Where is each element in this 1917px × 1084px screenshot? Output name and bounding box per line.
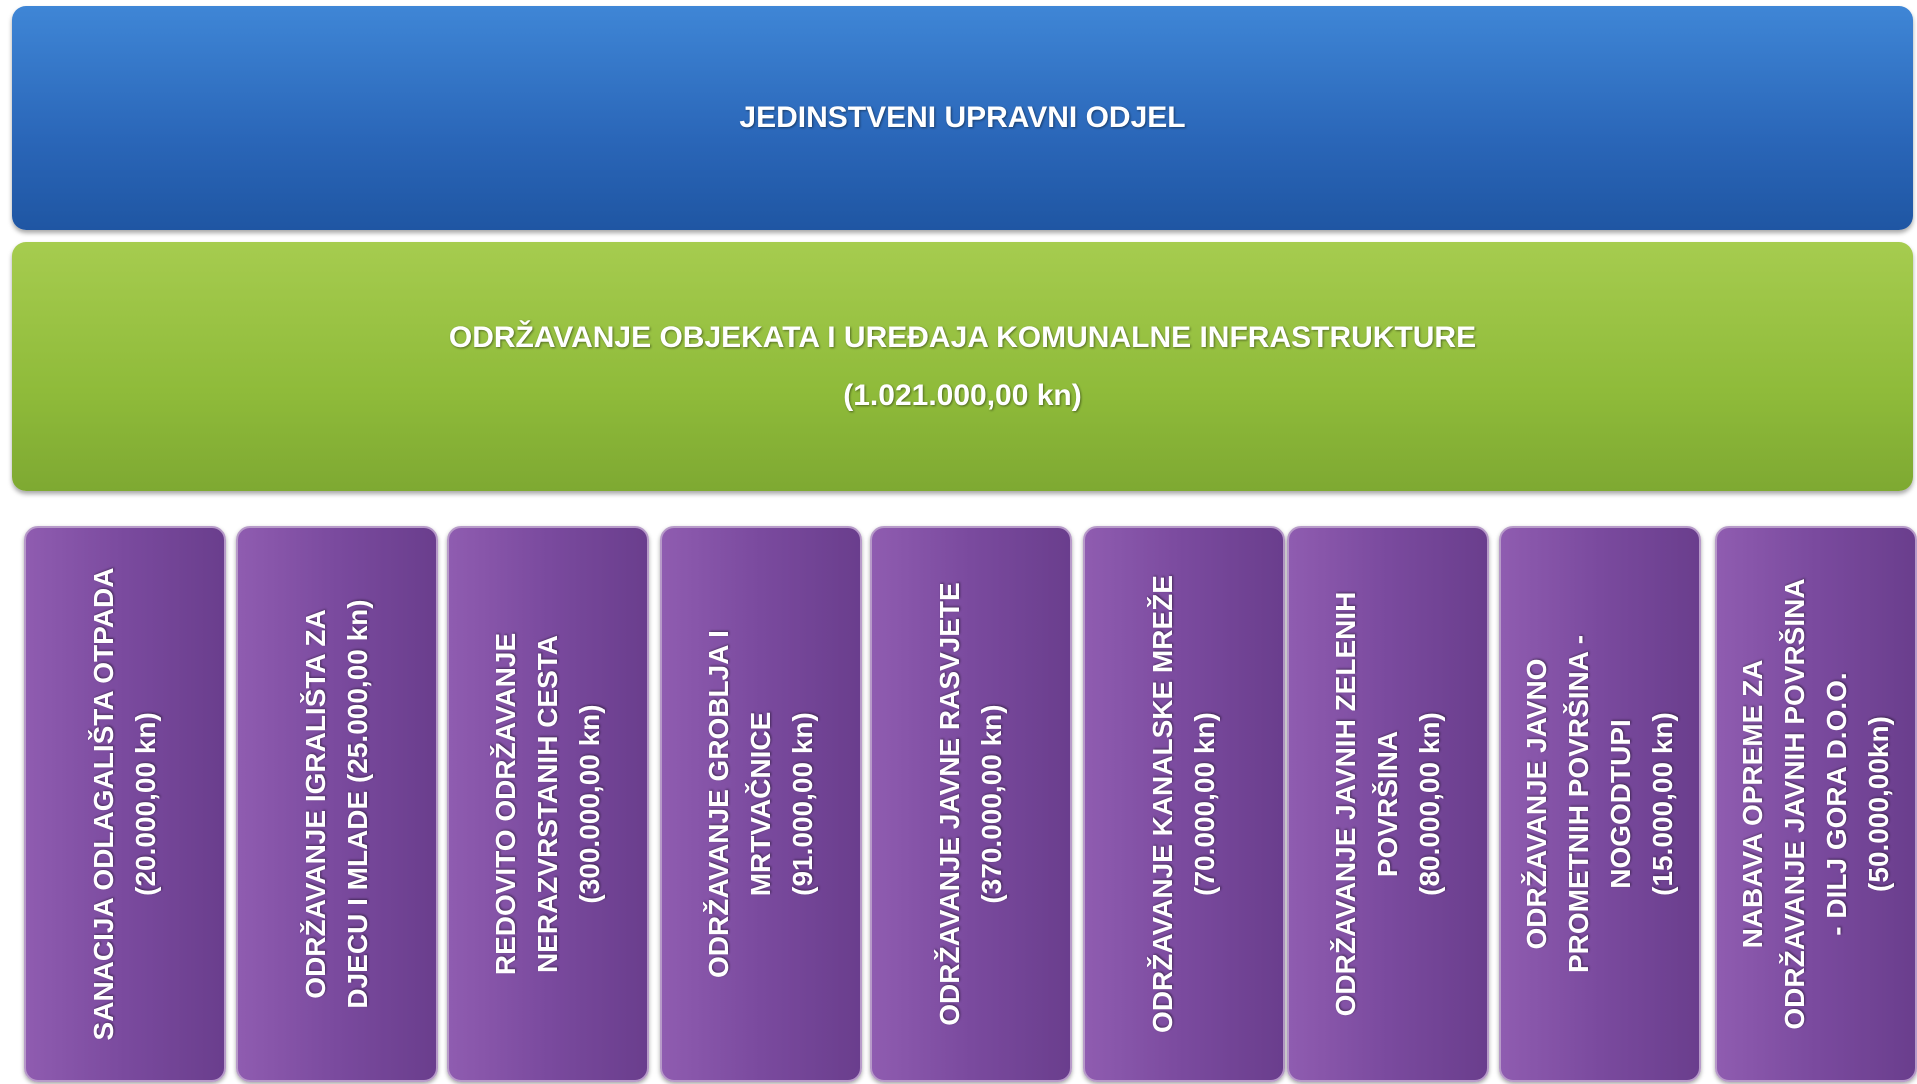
program-line: (1.021.000,00 kn): [843, 378, 1082, 412]
item-line: MRTVAČNICE: [745, 711, 776, 897]
item-text: ODRŽAVANJE GROBLJA I MRTVAČNICE (91.000,00…: [666, 539, 856, 1069]
item-line: ODRŽAVANJE JAVNO: [1521, 658, 1552, 950]
item-box: ODRŽAVANJE GROBLJA I MRTVAČNICE (91.000,00…: [660, 526, 862, 1082]
item-box: SANACIJA ODLAGALIŠTA OTPADA (20.000,00 kn…: [24, 526, 226, 1082]
item-line: ODRŽAVANJE JAVNE RASVJETE: [934, 582, 965, 1026]
item-line: REDOVITO ODRŽAVANJE: [490, 632, 521, 976]
item-text: ODRŽAVANJE KANALSKE MREŽE (70.000,00 kn): [1089, 539, 1279, 1069]
item-box: ODRŽAVANJE IGRALIŠTA ZA DJECU I MLADE (25…: [236, 526, 438, 1082]
program-line: ODRŽAVANJE OBJEKATA I UREĐAJA KOMUNALNE …: [448, 320, 1477, 354]
item-line: (20.000,00 kn): [130, 712, 161, 896]
item-line: DJECU I MLADE (25.000,00 kn): [342, 599, 373, 1009]
item-line: POVRŠINA: [1372, 730, 1403, 878]
item-text: NABAVA OPREME ZA ODRŽAVANJE JAVNIH POVRŠI…: [1721, 539, 1911, 1069]
item-text: ODRŽAVANJE JAVNIH ZELENIH POVRŠINA (80.000…: [1293, 539, 1483, 1069]
item-box: ODRŽAVANJE JAVNO PROMETNIH POVRŠINA - NOGO…: [1499, 526, 1701, 1082]
item-text: ODRŽAVANJE IGRALIŠTA ZA DJECU I MLADE (25…: [242, 539, 432, 1069]
item-line: ODRŽAVANJE JAVNIH ZELENIH: [1330, 591, 1361, 1017]
item-line: NERAZVRSTANIH CESTA: [532, 634, 563, 974]
item-box: REDOVITO ODRŽAVANJE NERAZVRSTANIH CESTA (3…: [447, 526, 649, 1082]
item-line: (370.000,00 kn): [976, 704, 1007, 904]
item-text: ODRŽAVANJE JAVNO PROMETNIH POVRŠINA - NOGO…: [1505, 539, 1695, 1069]
program-box: ODRŽAVANJE OBJEKATA I UREĐAJA KOMUNALNE …: [12, 242, 1913, 491]
item-line: PROMETNIH POVRŠINA -: [1563, 634, 1594, 974]
item-text: SANACIJA ODLAGALIŠTA OTPADA (20.000,00 kn…: [30, 539, 220, 1069]
item-line: (15.000,00 kn): [1647, 712, 1678, 896]
item-box: ODRŽAVANJE JAVNE RASVJETE (370.000,00 kn): [870, 526, 1072, 1082]
item-line: ODRŽAVANJE IGRALIŠTA ZA: [300, 609, 331, 999]
item-line: NABAVA OPREME ZA: [1737, 659, 1768, 949]
item-text: REDOVITO ODRŽAVANJE NERAZVRSTANIH CESTA (3…: [453, 539, 643, 1069]
item-line: ODRŽAVANJE JAVNIH POVRŠINA: [1779, 578, 1810, 1030]
item-line: ODRŽAVANJE GROBLJA I: [703, 630, 734, 978]
item-line: NOGODTUPI: [1605, 719, 1636, 889]
department-title: JEDINSTVENI UPRAVNI ODJEL: [739, 101, 1186, 134]
item-line: (80.000,00 kn): [1414, 712, 1445, 896]
item-line: ODRŽAVANJE KANALSKE MREŽE: [1147, 575, 1178, 1033]
item-box: ODRŽAVANJE JAVNIH ZELENIH POVRŠINA (80.000…: [1287, 526, 1489, 1082]
item-line: (91.000,00 kn): [787, 712, 818, 896]
item-box: ODRŽAVANJE KANALSKE MREŽE (70.000,00 kn): [1083, 526, 1285, 1082]
item-line: (300.000,00 kn): [574, 704, 605, 904]
item-text: ODRŽAVANJE JAVNE RASVJETE (370.000,00 kn): [876, 539, 1066, 1069]
item-line: - DILJ GORA D.O.O.: [1821, 672, 1852, 936]
item-line: SANACIJA ODLAGALIŠTA OTPADA: [88, 567, 119, 1041]
item-line: (50.000,00kn): [1863, 716, 1894, 892]
item-line: (70.000,00 kn): [1189, 712, 1220, 896]
department-box: JEDINSTVENI UPRAVNI ODJEL: [12, 6, 1913, 230]
item-box: NABAVA OPREME ZA ODRŽAVANJE JAVNIH POVRŠI…: [1715, 526, 1917, 1082]
